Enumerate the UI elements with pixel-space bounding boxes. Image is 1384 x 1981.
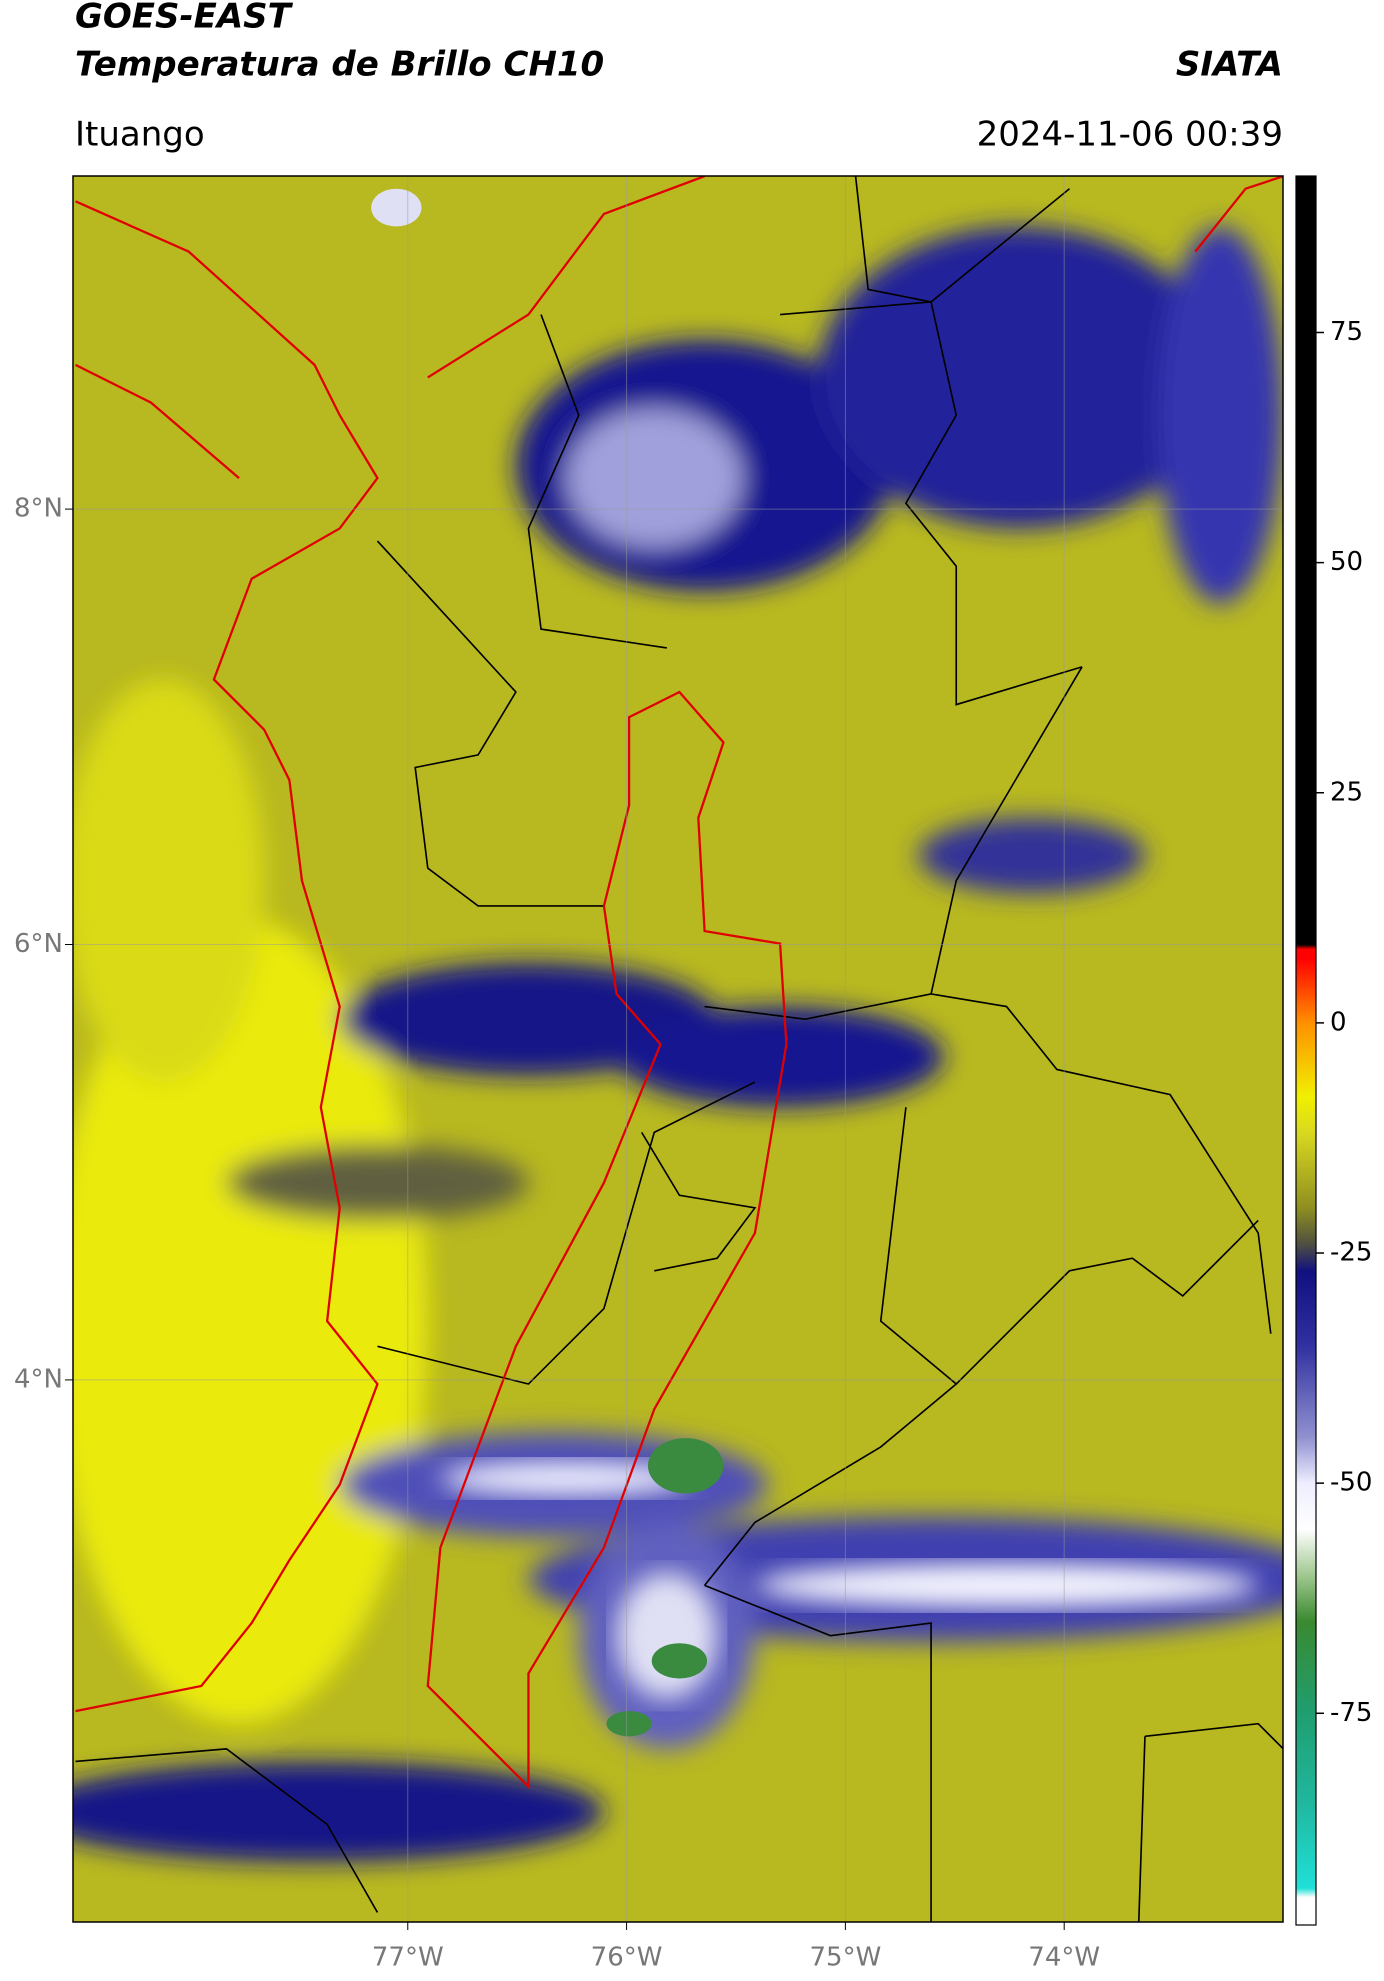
- colorbar-tick-label: 75: [1330, 317, 1363, 347]
- colorbar: [1295, 175, 1317, 1926]
- colorbar-tick-label: -50: [1330, 1468, 1372, 1498]
- x-tick-label: 75°W: [809, 1943, 881, 1973]
- title: GOES-EAST: [75, 0, 294, 37]
- colorbar-tick-label: -25: [1330, 1238, 1372, 1268]
- x-tick-label: 76°W: [591, 1943, 663, 1973]
- x-tick-label: 77°W: [372, 1943, 444, 1973]
- colorbar-tick-label: 0: [1330, 1007, 1347, 1037]
- y-tick-label: 4°N: [14, 1364, 63, 1394]
- colorbar-tick-label: 25: [1330, 777, 1363, 807]
- satellite-image: [73, 176, 1283, 1922]
- y-tick-label: 8°N: [14, 494, 63, 524]
- colorbar-tick-label: 50: [1330, 547, 1363, 577]
- map-frame: [72, 175, 1284, 1923]
- colorbar-tick-label: -75: [1330, 1698, 1372, 1728]
- subtitle: Temperatura de Brillo CH10: [75, 45, 604, 85]
- brand: SIATA: [1176, 45, 1283, 85]
- timestamp: 2024-11-06 00:39: [977, 115, 1283, 155]
- y-tick-label: 6°N: [14, 929, 63, 959]
- x-tick-label: 74°W: [1028, 1943, 1100, 1973]
- region: Ituango: [75, 115, 205, 155]
